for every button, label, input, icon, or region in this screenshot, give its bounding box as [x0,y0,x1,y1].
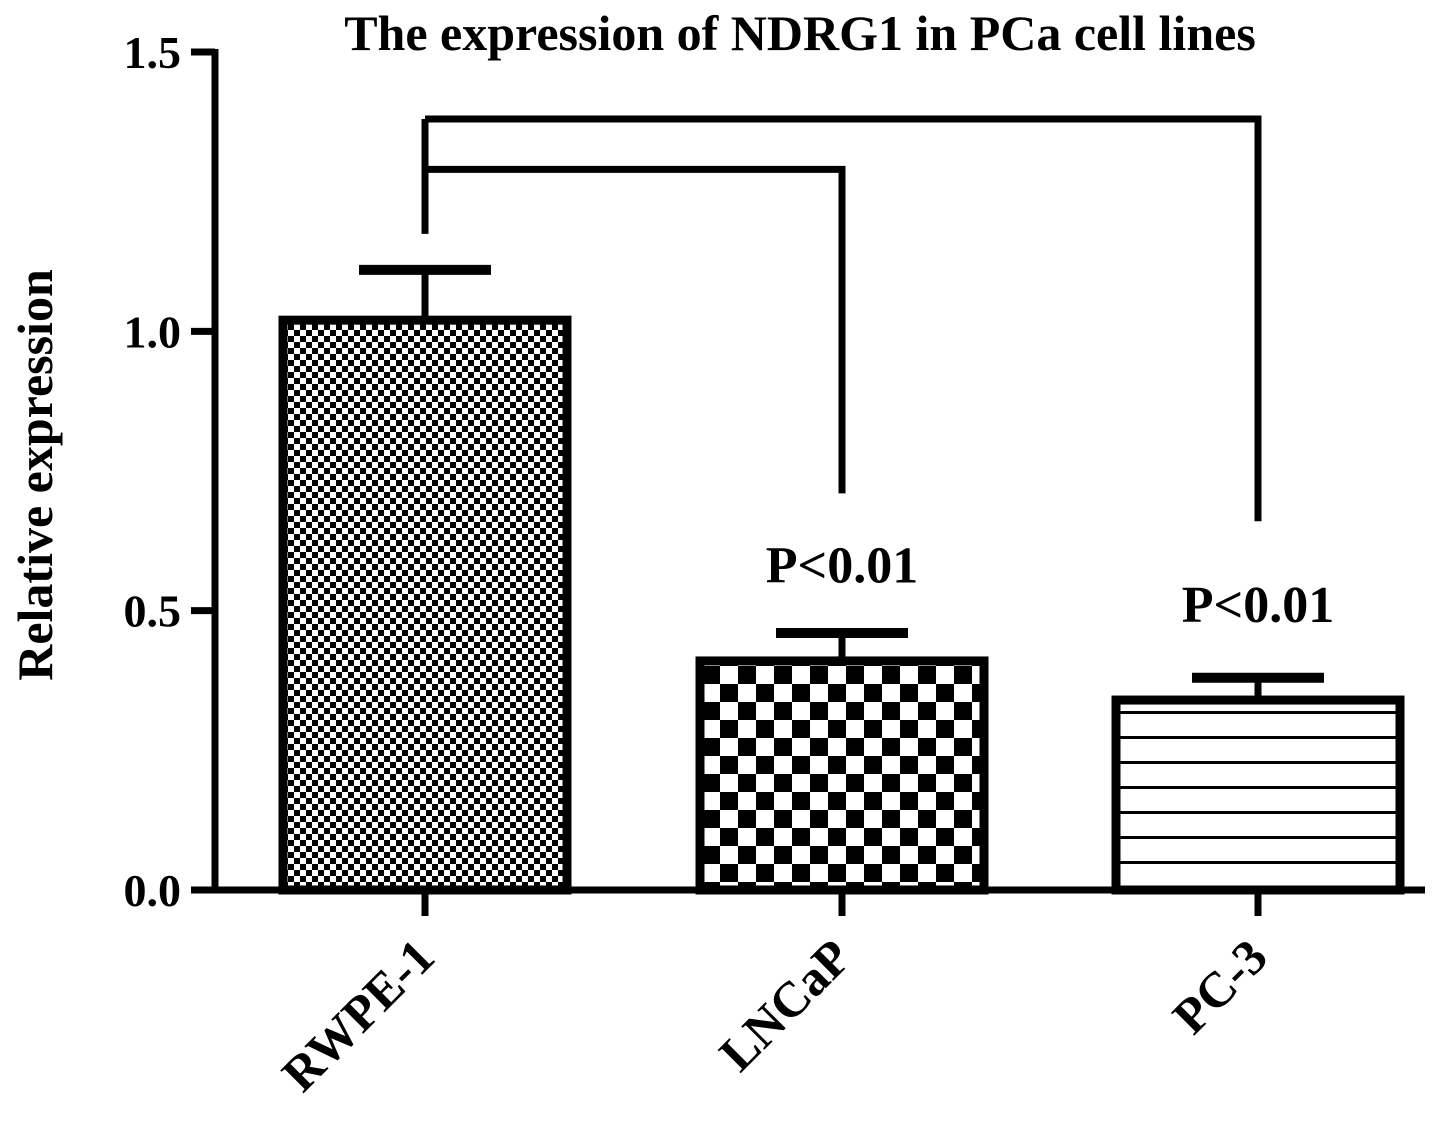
significance-label: P<0.01 [766,538,918,595]
y-tick-label: 1.0 [124,306,182,357]
x-tick-label: LNCaP [708,928,862,1082]
significance-group [421,115,1262,522]
bar-rwpe-1 [278,315,572,895]
x-tick-label: RWPE-1 [271,928,445,1102]
y-tick-label: 0.5 [124,586,182,637]
bars-group [278,264,1405,895]
chart-title: The expression of NDRG1 in PCa cell line… [344,5,1256,61]
significance-bracket [425,115,1262,522]
y-tick-label: 0.0 [124,865,182,916]
bar-lncap [695,656,989,895]
y-tick-label: 1.5 [124,27,182,78]
significance-bracket [425,165,846,494]
x-tick-label: PC-3 [1162,928,1278,1044]
significance-label: P<0.01 [1182,577,1334,634]
bar-pc-3 [1111,695,1405,895]
y-axis-title: Relative expression [7,269,63,681]
